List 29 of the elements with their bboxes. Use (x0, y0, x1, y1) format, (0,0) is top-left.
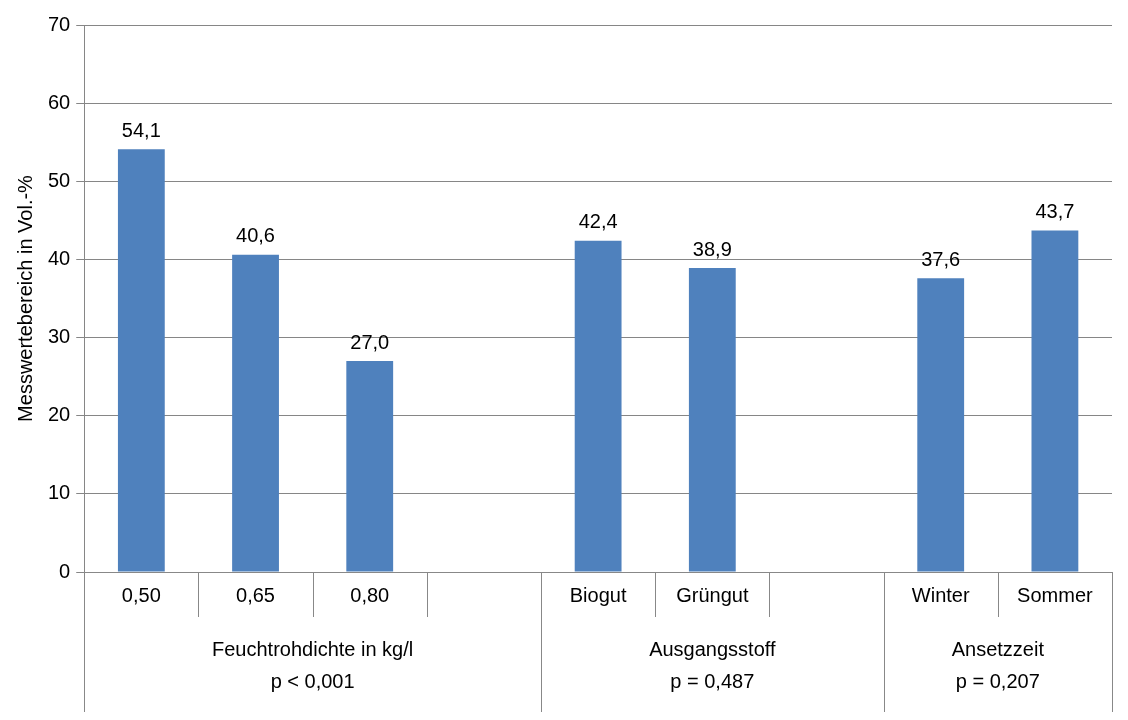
y-tick-label: 30 (48, 325, 71, 348)
text: p = 0,207 (955, 669, 1040, 692)
x-tick-label: 0,80 (350, 583, 390, 606)
data-label: 37,6 (921, 247, 961, 270)
y-tick-label: 70 (48, 12, 71, 35)
data-label: 43,7 (1035, 200, 1075, 223)
y-tick-label: 10 (48, 481, 71, 504)
text: Feuchtrohdichte in kg/l (212, 637, 414, 660)
text: Ausgangsstoff (649, 637, 776, 660)
text: p < 0,001 (270, 669, 355, 692)
x-tick-label: 0,50 (121, 583, 161, 606)
data-label: 27,0 (350, 330, 390, 353)
data-label: 38,9 (692, 237, 732, 260)
y-tick-label: 60 (48, 90, 71, 113)
data-label: 54,1 (121, 118, 161, 141)
x-tick-label: 0,65 (236, 583, 276, 606)
y-tick-label: 0 (59, 559, 71, 582)
y-tick-label: 50 (48, 168, 71, 191)
x-tick-label: Grüngut (676, 583, 749, 606)
x-tick-label: Sommer (1017, 583, 1094, 606)
text: p = 0,487 (670, 669, 755, 692)
data-label: 40,6 (236, 224, 276, 247)
x-tick-label: Winter (911, 583, 970, 606)
text: Ansetzzeit (951, 637, 1045, 660)
y-tick-label: 20 (48, 403, 71, 426)
y-tick-label: 40 (48, 246, 71, 269)
data-label: 42,4 (578, 210, 618, 233)
x-tick-label: Biogut (569, 583, 627, 606)
y-axis-title: Messwertebereich in Vol.-% (13, 174, 36, 422)
